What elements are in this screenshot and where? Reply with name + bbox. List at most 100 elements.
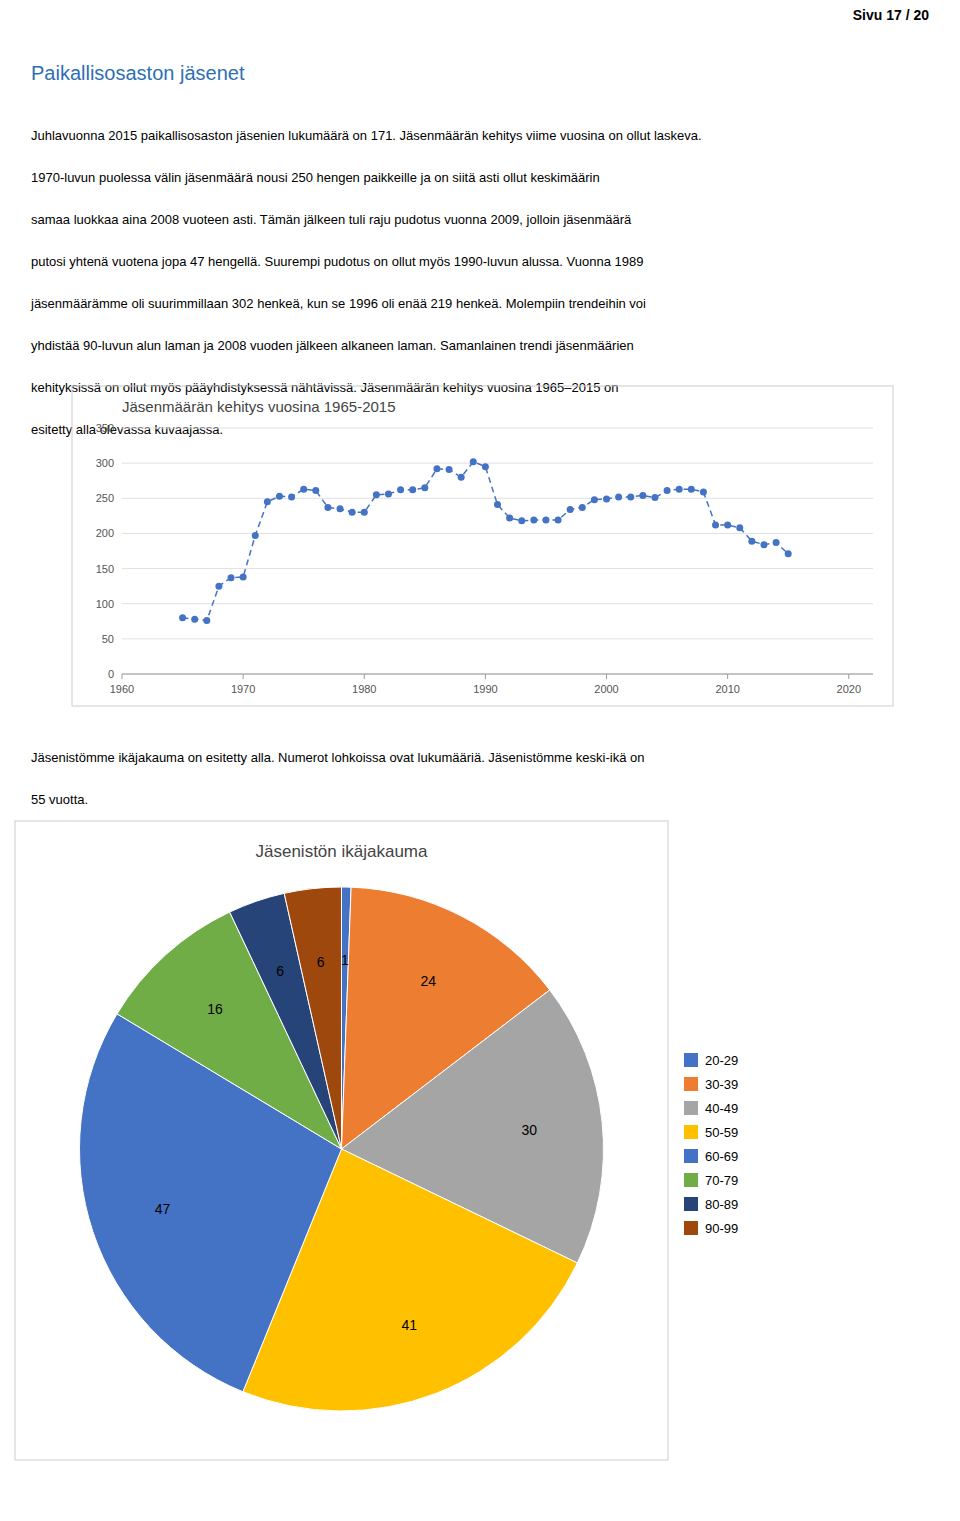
x-tick bbox=[727, 674, 728, 679]
point bbox=[688, 486, 695, 493]
point bbox=[191, 616, 198, 623]
legend-label: 50-59 bbox=[705, 1125, 738, 1140]
body-text: esitetty alla olevassa kuvaajassa. bbox=[31, 422, 223, 437]
legend-swatch bbox=[684, 1221, 698, 1235]
point bbox=[736, 524, 743, 531]
legend-swatch bbox=[684, 1149, 698, 1163]
grid-line bbox=[122, 498, 873, 499]
point bbox=[433, 465, 440, 472]
grid-line bbox=[122, 463, 873, 464]
grid-line bbox=[122, 638, 873, 639]
point bbox=[215, 583, 222, 590]
x-tick-label: 1980 bbox=[352, 683, 376, 695]
x-tick bbox=[243, 674, 244, 679]
point bbox=[324, 504, 331, 511]
point bbox=[361, 509, 368, 516]
legend-swatch bbox=[684, 1077, 698, 1091]
chart-title: Jäsenistön ikäjakauma bbox=[256, 842, 429, 861]
point bbox=[276, 493, 283, 500]
body-text: Juhlavuonna 2015 paikallisosaston jäseni… bbox=[31, 128, 702, 143]
legend-label: 20-29 bbox=[705, 1053, 738, 1068]
point bbox=[700, 488, 707, 495]
grid-line bbox=[122, 568, 873, 569]
point bbox=[518, 517, 525, 524]
data-label: 30 bbox=[521, 1122, 537, 1138]
grid-line bbox=[122, 533, 873, 534]
x-axis bbox=[122, 674, 873, 675]
point bbox=[458, 474, 465, 481]
point bbox=[494, 501, 501, 508]
legend-swatch bbox=[684, 1173, 698, 1187]
point bbox=[615, 493, 622, 500]
legend-swatch bbox=[684, 1101, 698, 1115]
point bbox=[421, 484, 428, 491]
x-tick bbox=[364, 674, 365, 679]
point bbox=[349, 509, 356, 516]
x-tick-label: 1990 bbox=[473, 683, 497, 695]
legend-label: 70-79 bbox=[705, 1173, 738, 1188]
x-tick-label: 2010 bbox=[715, 683, 739, 695]
point bbox=[579, 504, 586, 511]
point bbox=[664, 487, 671, 494]
grid-line bbox=[122, 603, 873, 604]
grid-line bbox=[122, 674, 873, 675]
body-text: Jäsenistömme ikäjakauma on esitetty alla… bbox=[31, 750, 644, 765]
pie bbox=[80, 887, 604, 1411]
point bbox=[252, 532, 259, 539]
point bbox=[785, 550, 792, 557]
data-label: 47 bbox=[155, 1201, 171, 1217]
point bbox=[373, 491, 380, 498]
data-label: 24 bbox=[420, 973, 436, 989]
y-tick-label: 0 bbox=[108, 668, 114, 680]
y-tick-label: 100 bbox=[96, 598, 114, 610]
point bbox=[627, 493, 634, 500]
legend-label: 30-39 bbox=[705, 1077, 738, 1092]
point bbox=[651, 494, 658, 501]
point bbox=[288, 493, 295, 500]
point bbox=[591, 496, 598, 503]
data-label: 1 bbox=[341, 952, 349, 968]
legend-label: 80-89 bbox=[705, 1197, 738, 1212]
grid-line bbox=[122, 428, 873, 429]
x-tick bbox=[122, 674, 123, 679]
data-label: 41 bbox=[401, 1317, 417, 1333]
point bbox=[482, 463, 489, 470]
point bbox=[639, 492, 646, 499]
legend-label: 40-49 bbox=[705, 1101, 738, 1116]
x-tick-label: 1960 bbox=[110, 683, 134, 695]
chart-frame bbox=[15, 821, 668, 1460]
pie-labels: 1243041471666 bbox=[155, 952, 537, 1333]
point bbox=[542, 517, 549, 524]
body-text: jäsenmäärämme oli suurimmillaan 302 henk… bbox=[30, 296, 646, 311]
point bbox=[506, 514, 513, 521]
chart-frame bbox=[72, 386, 893, 706]
body-text: putosi yhtenä vuotena jopa 47 hengellä. … bbox=[31, 254, 643, 269]
point bbox=[179, 614, 186, 621]
point bbox=[712, 521, 719, 528]
point bbox=[676, 486, 683, 493]
slice bbox=[284, 887, 341, 1149]
legend-label: 90-99 bbox=[705, 1221, 738, 1236]
point bbox=[240, 574, 247, 581]
point bbox=[567, 506, 574, 513]
point bbox=[203, 617, 210, 624]
point bbox=[397, 486, 404, 493]
x-tick bbox=[848, 674, 849, 679]
y-tick-label: 50 bbox=[102, 633, 114, 645]
point bbox=[228, 574, 235, 581]
legend-swatch bbox=[684, 1197, 698, 1211]
page-header: Sivu 17 / 20 bbox=[853, 7, 929, 23]
y-tick-label: 150 bbox=[96, 563, 114, 575]
point bbox=[748, 538, 755, 545]
legend-label: 60-69 bbox=[705, 1149, 738, 1164]
point bbox=[337, 505, 344, 512]
body-text: 1970-luvun puolessa välin jäsenmäärä nou… bbox=[31, 170, 600, 185]
y-tick-label: 350 bbox=[96, 422, 114, 434]
point bbox=[264, 498, 271, 505]
body-text: yhdistää 90-luvun alun laman ja 2008 vuo… bbox=[31, 338, 634, 353]
x-tick-label: 2000 bbox=[594, 683, 618, 695]
point bbox=[773, 539, 780, 546]
x-tick bbox=[606, 674, 607, 679]
point bbox=[470, 458, 477, 465]
point bbox=[409, 486, 416, 493]
